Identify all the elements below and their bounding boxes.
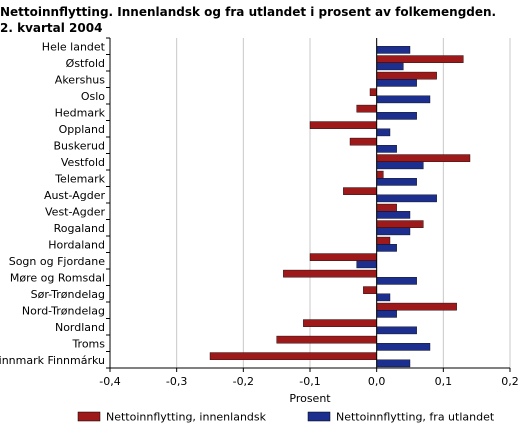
axis-layer <box>106 37 511 372</box>
x-tick-label: -0,2 <box>233 375 254 388</box>
category-label: Østfold <box>66 57 105 70</box>
legend-label-utlandet: Nettoinnflytting, fra utlandet <box>336 411 495 424</box>
x-axis-title: Prosent <box>289 392 331 405</box>
bar-utlandet <box>376 62 404 71</box>
bar-innenlandsk <box>376 55 464 63</box>
bar-innenlandsk <box>376 302 457 311</box>
bar-utlandet <box>376 161 424 170</box>
bar-utlandet <box>376 326 417 335</box>
grid-layer <box>109 38 511 368</box>
bar-utlandet <box>376 277 417 285</box>
bar-utlandet <box>376 310 397 318</box>
bar-utlandet <box>376 227 411 236</box>
legend-swatch-utlandet <box>307 411 331 422</box>
bar-innenlandsk <box>376 236 391 245</box>
bars-layer <box>209 46 471 368</box>
chart-title-line-2: 2. kvartal 2004 <box>0 21 103 35</box>
x-tick-label: -0,3 <box>166 375 187 388</box>
bar-utlandet <box>376 46 411 54</box>
bar-utlandet <box>376 112 417 120</box>
category-label: Hele landet <box>42 40 106 53</box>
category-label: Buskerud <box>54 139 105 152</box>
bar-utlandet <box>376 211 411 219</box>
category-label: Sogn og Fjordane <box>9 255 106 268</box>
x-tick-label: -0,4 <box>99 375 120 388</box>
bar-innenlandsk <box>349 137 377 146</box>
category-label: Rogaland <box>54 222 105 235</box>
bar-innenlandsk <box>209 352 377 360</box>
bar-utlandet <box>376 244 397 252</box>
bar-innenlandsk <box>343 187 377 195</box>
bar-innenlandsk <box>309 121 377 129</box>
bar-utlandet <box>376 293 391 302</box>
bar-innenlandsk <box>309 253 377 261</box>
bar-innenlandsk <box>369 88 377 96</box>
bar-utlandet <box>376 343 431 351</box>
bar-utlandet <box>356 260 377 269</box>
category-label: Nordland <box>55 321 105 334</box>
bar-utlandet <box>376 79 417 87</box>
category-label: Aust-Agder <box>44 189 106 202</box>
bar-utlandet <box>376 145 397 153</box>
bar-innenlandsk <box>376 203 397 212</box>
bar-innenlandsk <box>303 319 377 327</box>
bar-innenlandsk <box>363 286 377 294</box>
bar-innenlandsk <box>376 220 424 228</box>
category-label: Akershus <box>55 73 105 86</box>
category-label: Oppland <box>59 123 105 136</box>
bar-utlandet <box>376 128 391 137</box>
category-label: Sør-Trøndelag <box>31 288 105 301</box>
bar-innenlandsk <box>376 170 384 179</box>
legend: Nettoinnflytting, innenlandsk Nettoinnfl… <box>77 411 495 424</box>
bar-utlandet <box>376 359 411 368</box>
category-label: Vestfold <box>61 156 105 169</box>
chart-title: Nettoinnflytting. Innenlandsk og fra utl… <box>0 4 518 36</box>
category-label: Hordaland <box>48 238 105 251</box>
bar-innenlandsk <box>376 71 437 80</box>
legend-swatch-innenlandsk <box>77 411 101 422</box>
labels-layer: -0,4 -0,3 -0,2 -0,1 0,0 0,1 0,2 Hele landet Østf… <box>0 40 518 388</box>
category-label: Møre og Romsdal <box>10 271 105 284</box>
category-label: Nord-Trøndelag <box>22 304 105 317</box>
bar-innenlandsk <box>276 335 377 344</box>
chart-title-line-1: Nettoinnflytting. Innenlandsk og fra utl… <box>0 5 497 19</box>
x-tick-label: 0,2 <box>501 375 518 388</box>
category-label: Troms <box>71 337 105 350</box>
bar-utlandet <box>376 178 417 186</box>
category-label: Finnmark Finnmárku <box>0 354 105 367</box>
bar-innenlandsk <box>356 104 377 113</box>
x-tick-label: 0,1 <box>435 375 453 388</box>
bar-innenlandsk <box>283 269 377 278</box>
bar-utlandet <box>376 95 431 104</box>
bar-innenlandsk <box>376 154 471 162</box>
category-label: Telemark <box>54 172 105 185</box>
category-label: Hedmark <box>55 106 106 119</box>
x-tick-label: 0,0 <box>368 375 386 388</box>
category-label: Vest-Agder <box>45 205 105 218</box>
bar-utlandet <box>376 194 437 203</box>
legend-label-innenlandsk: Nettoinnflytting, innenlandsk <box>106 411 267 424</box>
category-label: Oslo <box>81 90 105 103</box>
x-tick-label: -0,1 <box>299 375 320 388</box>
